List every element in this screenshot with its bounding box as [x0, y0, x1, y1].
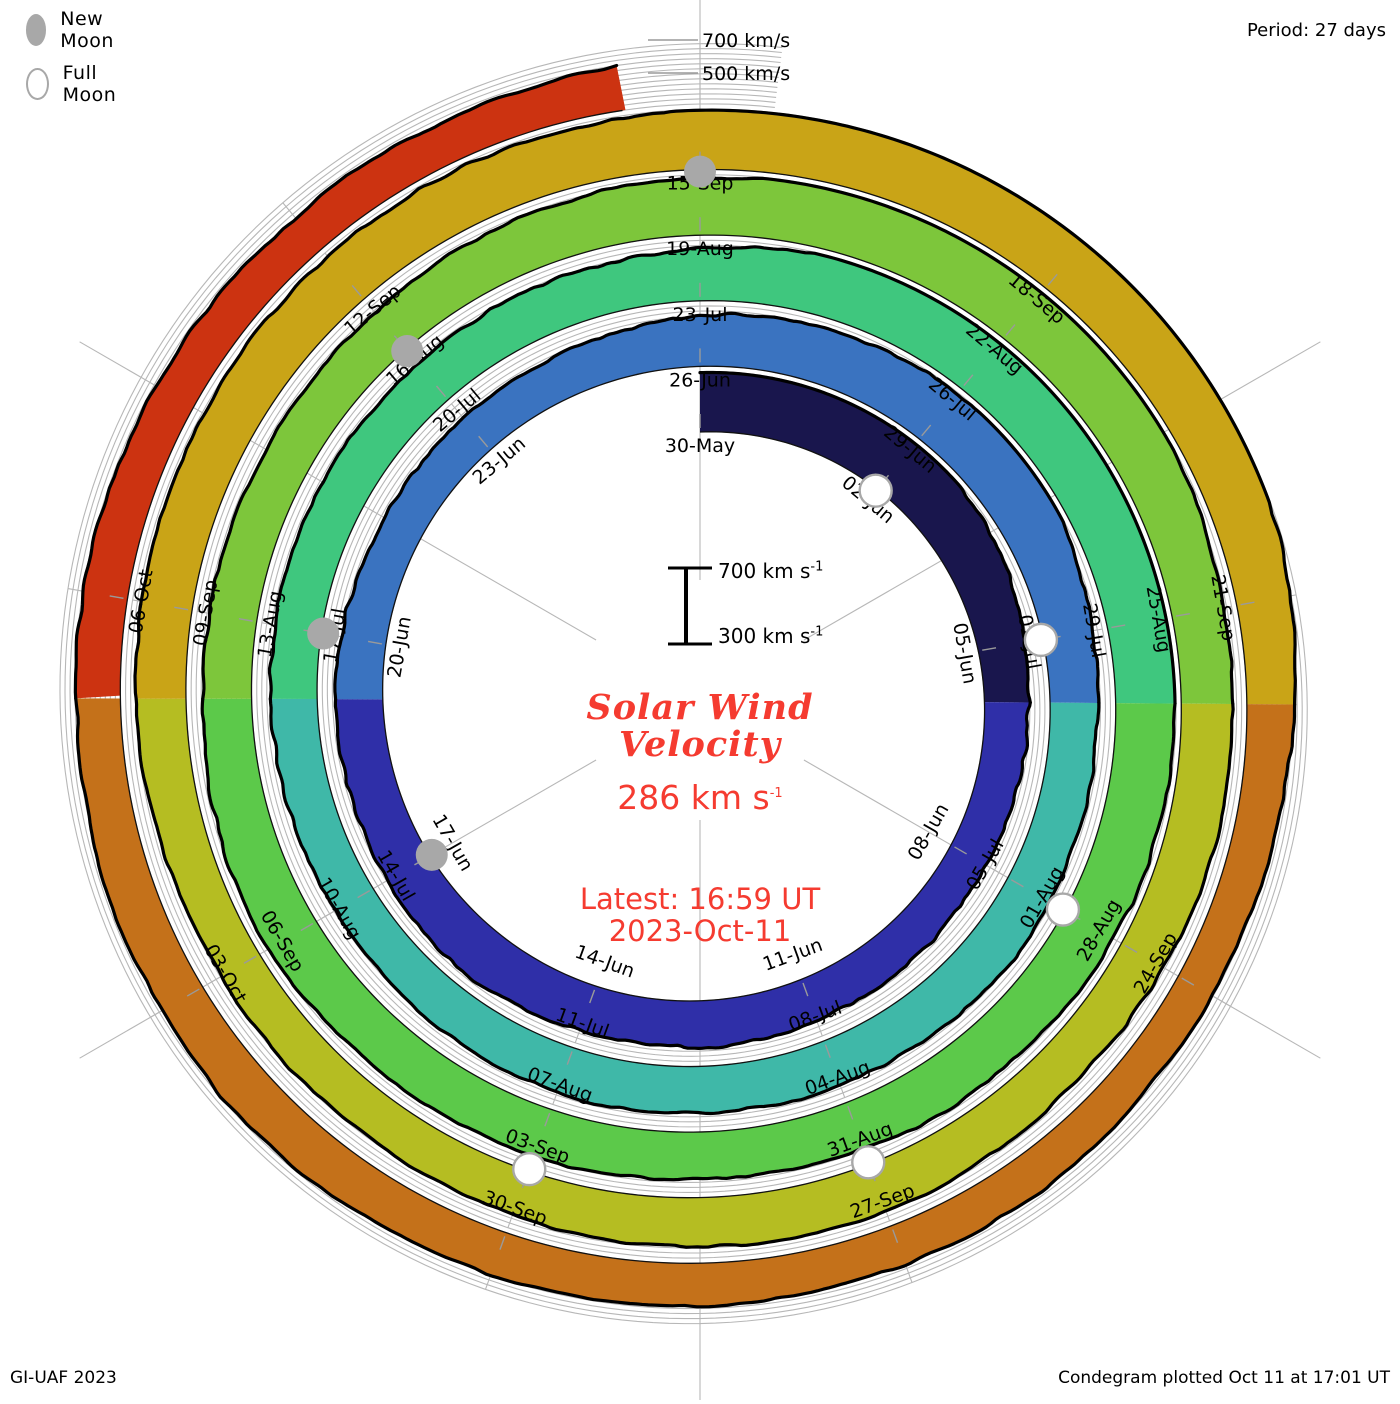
legend-item-new-moon: New Moon — [26, 8, 126, 52]
radial-tick-500-label: 500 km/s — [702, 63, 791, 85]
svg-text:23-Jul: 23-Jul — [672, 304, 727, 326]
scalebar-bottom-exponent: -1 — [810, 624, 824, 640]
svg-text:19-Aug: 19-Aug — [666, 238, 734, 260]
scalebar-top-unit: km s — [762, 559, 811, 583]
radial-tick-700-label: 700 km/s — [702, 30, 791, 52]
full-moon-marker — [1023, 622, 1059, 658]
date-tick-label: 30-May — [665, 435, 735, 457]
date-tick-label: 26-Jun — [669, 369, 731, 391]
scalebar-top-label: 700 km s-1 — [718, 559, 823, 583]
full-moon-marker — [858, 473, 893, 508]
new-moon-icon — [26, 14, 47, 46]
scalebar-bottom-unit: km s — [762, 624, 811, 648]
scalebar-bottom-label: 300 km s-1 — [718, 624, 823, 648]
new-moon-marker — [391, 335, 424, 368]
svg-text:14-Jun: 14-Jun — [572, 941, 638, 983]
new-moon-marker — [415, 838, 448, 871]
svg-text:26-Jun: 26-Jun — [669, 369, 731, 391]
full-moon-marker — [512, 1151, 547, 1187]
date-tick-label: 19-Aug — [666, 238, 734, 260]
solar-wind-trace — [73, 63, 1297, 1309]
date-tick-label: 11-Jun — [760, 934, 826, 976]
svg-text:30-May: 30-May — [665, 435, 735, 457]
full-moon-marker — [1045, 892, 1081, 927]
legend-item-full-moon: Full Moon — [26, 62, 126, 106]
scalebar-top-value: 700 — [718, 559, 757, 583]
velocity-scale-bar — [668, 566, 712, 646]
moon-phase-markers — [307, 155, 1081, 1187]
svg-text:11-Jun: 11-Jun — [760, 934, 826, 976]
new-moon-label: New Moon — [60, 8, 114, 52]
radial-axis-callouts — [648, 39, 698, 74]
full-moon-marker — [851, 1145, 886, 1180]
credit-plot-timestamp: Condegram plotted Oct 11 at 17:01 UT — [1058, 1368, 1390, 1388]
full-moon-label: Full Moon — [62, 62, 117, 106]
credit-organization: GI-UAF 2023 — [10, 1368, 117, 1388]
date-tick-label: 23-Jul — [672, 304, 727, 326]
date-tick-label: 14-Jun — [572, 941, 638, 983]
new-moon-marker — [307, 617, 340, 650]
period-label: Period: 27 days — [1246, 20, 1386, 41]
scalebar-bottom-value: 300 — [718, 624, 757, 648]
new-moon-marker — [684, 155, 716, 188]
full-moon-icon — [26, 68, 49, 100]
scalebar-top-exponent: -1 — [810, 559, 824, 575]
